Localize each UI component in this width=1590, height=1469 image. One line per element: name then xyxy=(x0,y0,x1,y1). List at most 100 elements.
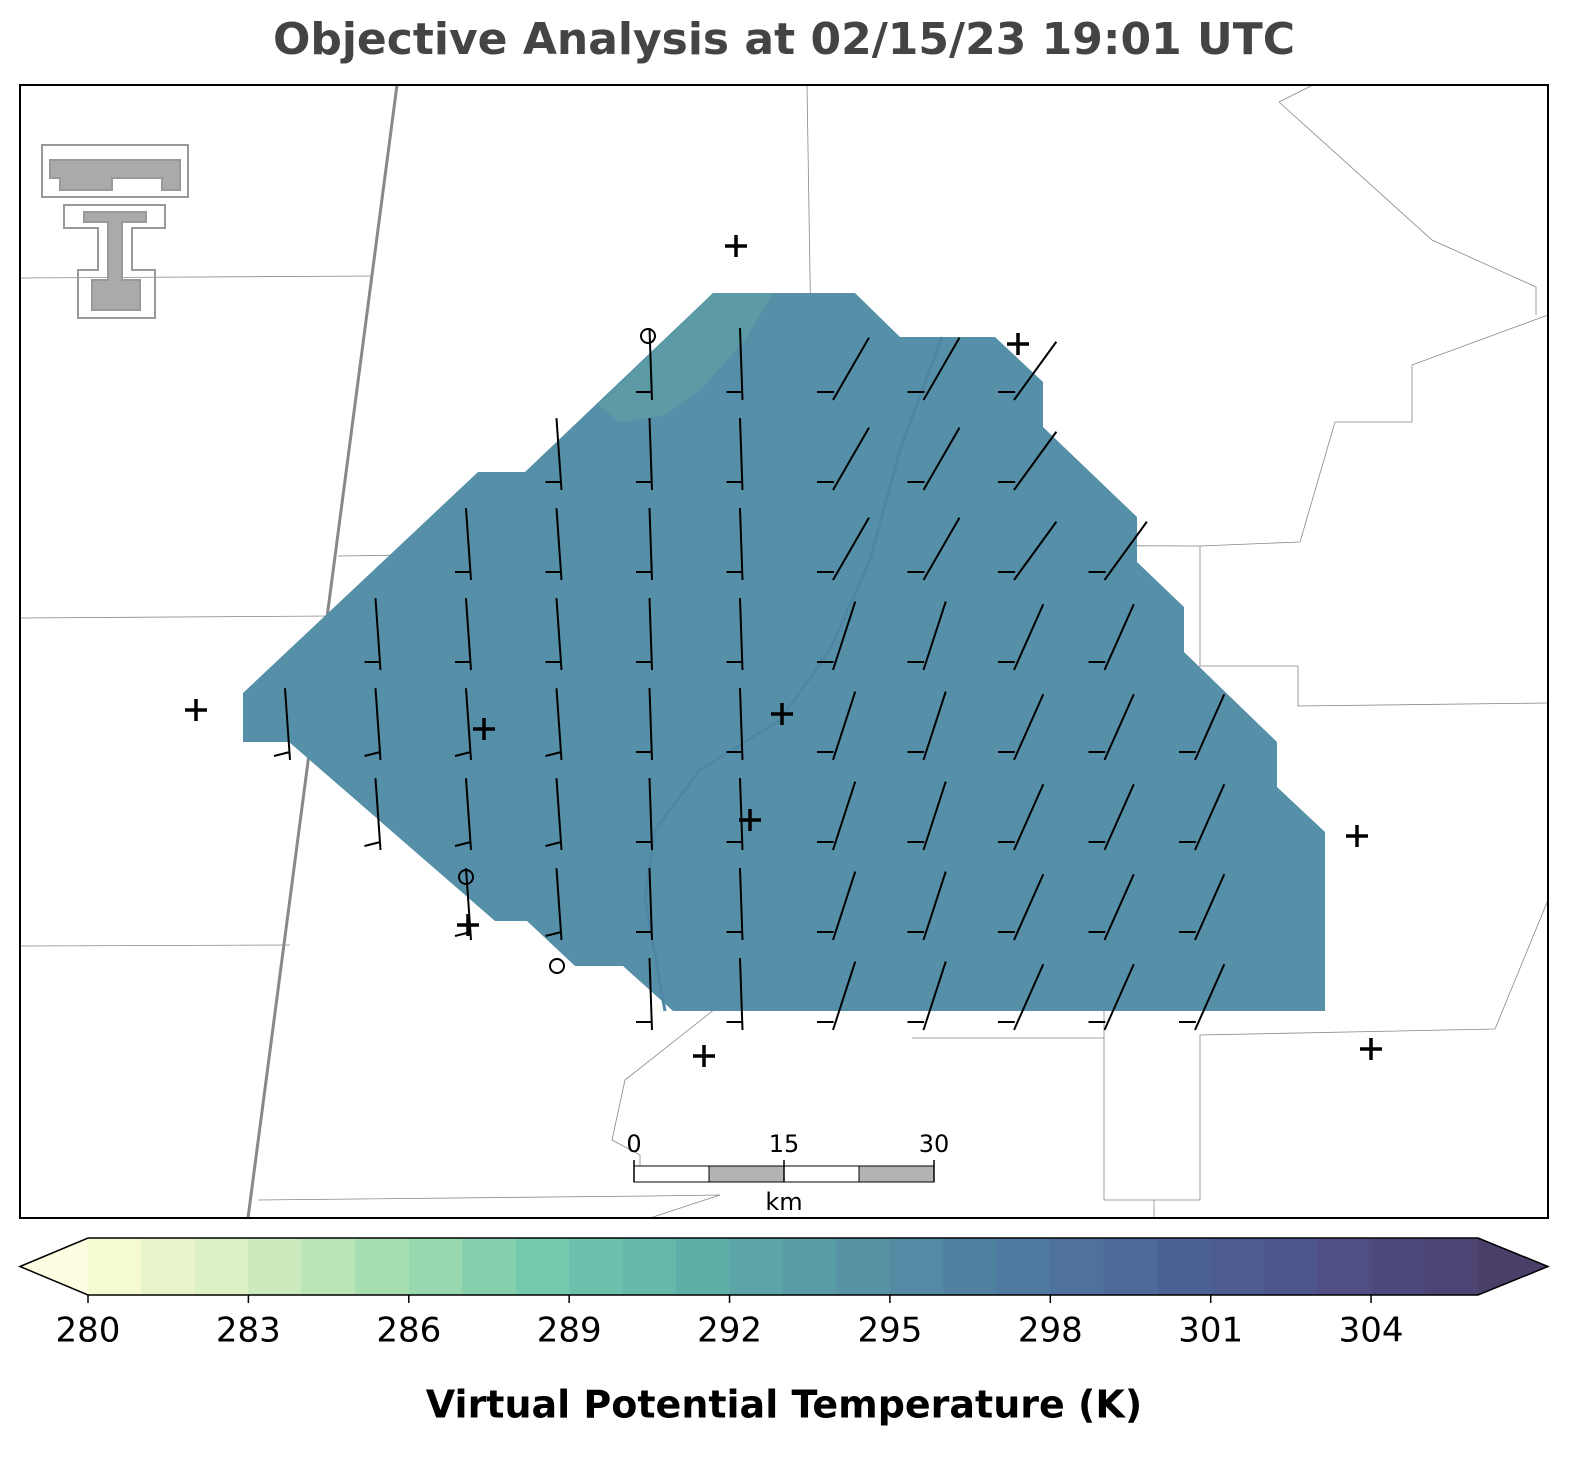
barb-flag xyxy=(545,751,562,757)
barb-staff xyxy=(738,508,744,581)
colorbar-cell xyxy=(836,1238,891,1295)
barb-staff xyxy=(1013,783,1045,851)
barb-staff xyxy=(832,781,857,851)
colorbar-tick-label: 301 xyxy=(1178,1311,1243,1351)
scale-segment xyxy=(783,1165,860,1183)
barb-staff xyxy=(832,337,870,401)
barb-staff xyxy=(464,508,472,581)
logo xyxy=(41,144,189,319)
colorbar-cell xyxy=(783,1238,837,1295)
barb-staff xyxy=(738,418,744,491)
barb-staff xyxy=(1013,873,1045,941)
colorbar-cell xyxy=(194,1238,249,1295)
barb-staff xyxy=(922,601,947,671)
barb-staff xyxy=(922,961,947,1031)
barb-staff xyxy=(1103,693,1135,761)
analysis-field-warm xyxy=(598,293,773,422)
barb-flag xyxy=(273,751,291,757)
barb-flag xyxy=(545,841,562,847)
barb-staff xyxy=(374,778,382,851)
colorbar-cell xyxy=(569,1238,624,1295)
barb-staff xyxy=(648,868,653,941)
barb-staff xyxy=(555,508,563,581)
colorbar-cell xyxy=(1371,1238,1426,1295)
barb-staff xyxy=(555,598,563,671)
barb-staff xyxy=(922,427,961,491)
colorbar-over xyxy=(1478,1238,1548,1295)
barb-staff xyxy=(1013,431,1058,491)
colorbar-label: Virtual Potential Temperature (K) xyxy=(426,1383,1142,1427)
barb-staff xyxy=(1194,783,1226,851)
barb-staff xyxy=(738,778,744,851)
barb-staff xyxy=(1013,521,1058,581)
barb-flag xyxy=(454,751,472,757)
colorbar-cell xyxy=(515,1238,570,1295)
barb-staff xyxy=(648,418,653,491)
colorbar-cell xyxy=(996,1238,1051,1295)
barb-staff xyxy=(1194,963,1226,1031)
barb-staff xyxy=(1194,693,1226,761)
barb-staff xyxy=(922,871,947,941)
barb-staff xyxy=(1013,693,1045,761)
scale-segment xyxy=(858,1165,935,1183)
colorbar-tick-label: 280 xyxy=(56,1311,121,1351)
station-circles xyxy=(458,328,656,974)
barb-staff xyxy=(464,868,472,941)
colorbar-tick-label: 298 xyxy=(1018,1311,1083,1351)
barb-staff xyxy=(1013,341,1058,401)
colorbar-cell xyxy=(301,1238,356,1295)
colorbar-cell xyxy=(943,1238,998,1295)
barb-staff xyxy=(648,328,653,401)
colorbar-cell xyxy=(1424,1238,1479,1295)
barb-flag xyxy=(364,841,381,847)
barb-staff xyxy=(555,418,563,491)
wind-barbs xyxy=(273,328,1226,1031)
barb-staff xyxy=(1013,603,1045,671)
barb-staff xyxy=(738,958,744,1031)
scale-tick-label: 30 xyxy=(919,1130,950,1158)
scale-unit: km xyxy=(765,1188,802,1216)
barb-staff xyxy=(922,337,961,401)
barb-staff xyxy=(464,778,472,851)
colorbar-cell xyxy=(1157,1238,1212,1295)
colorbar-tick-label: 283 xyxy=(216,1311,281,1351)
barb-staff xyxy=(738,328,744,401)
colorbar-tick-label: 304 xyxy=(1339,1311,1404,1351)
barb-staff xyxy=(555,868,563,941)
barb-staff xyxy=(832,517,870,581)
colorbar-tick-label: 289 xyxy=(537,1311,602,1351)
colorbar-cell xyxy=(248,1238,303,1295)
barb-staff xyxy=(464,688,472,761)
scale-bar: 0 15 30 km xyxy=(626,1130,949,1216)
barb-staff xyxy=(922,691,947,761)
barb-staff xyxy=(738,688,744,761)
colorbar-under xyxy=(20,1238,88,1295)
colorbar-cell xyxy=(462,1238,517,1295)
colorbar-tick-label: 292 xyxy=(697,1311,762,1351)
colorbar-cell xyxy=(408,1238,463,1295)
barb-staff xyxy=(1103,521,1148,581)
station-markers xyxy=(185,235,1382,1067)
colorbar: 280 283 286 289 292 295 298 301 304 xyxy=(18,1237,1550,1351)
barb-staff xyxy=(1103,603,1135,671)
map-frame xyxy=(19,84,1549,1219)
map: 0 15 30 km xyxy=(19,84,1549,1219)
barb-flag xyxy=(454,841,472,847)
colorbar-cell xyxy=(141,1238,196,1295)
scale-tick-label: 0 xyxy=(626,1130,641,1158)
colorbar-cell xyxy=(889,1238,944,1295)
barb-staff xyxy=(1103,873,1135,941)
colorbar-cell xyxy=(1317,1238,1372,1295)
barb-staff xyxy=(922,517,961,581)
barb-staff xyxy=(1103,783,1135,851)
barb-staff xyxy=(374,688,382,761)
scale-segment xyxy=(633,1165,710,1183)
colorbar-cell xyxy=(1264,1238,1319,1295)
barb-staff xyxy=(738,868,744,941)
colorbar-cell xyxy=(622,1238,677,1295)
scale-segment xyxy=(708,1165,785,1183)
barb-staff xyxy=(464,598,472,671)
barb-staff xyxy=(922,781,947,851)
colorbar-cell xyxy=(676,1238,731,1295)
